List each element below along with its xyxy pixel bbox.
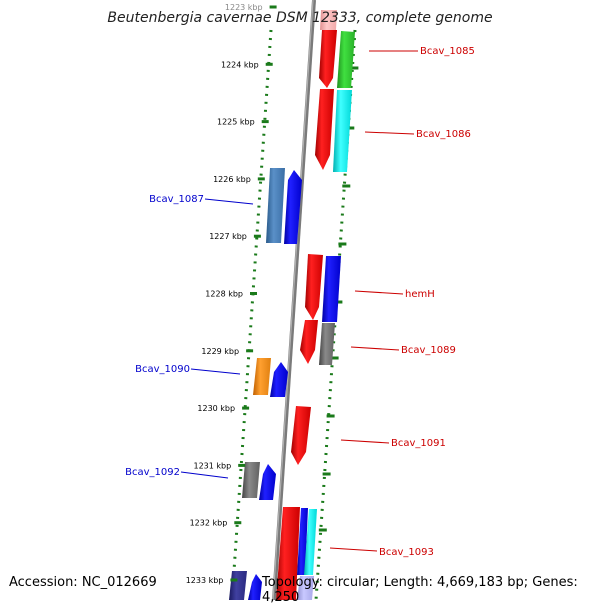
gene-labels: Bcav_1085 Bcav_1086 Bcav_1087 hemH Bcav_1089… — [125, 46, 475, 558]
gc-track-left — [230, 29, 273, 601]
gene-bcav-1085-arrow[interactable] — [319, 30, 337, 88]
gene-label-bcav-1085[interactable]: Bcav_1085 — [420, 46, 475, 57]
gene-bcav-1093-blue[interactable] — [297, 508, 308, 575]
accession-text: Accession: NC_012669 — [9, 575, 157, 590]
gene-bcav-1086-cyan[interactable] — [333, 90, 352, 172]
gene-bcav-1090-orange[interactable] — [253, 358, 271, 395]
forward-strand-genes — [229, 168, 302, 600]
gene-leader-line-hemh — [354, 290, 404, 295]
topology-text: Topology: circular; Length: 4,669,183 bp… — [262, 575, 578, 605]
gene-leader-line-bcav-1090 — [190, 368, 241, 375]
gene-hemH-blue[interactable] — [322, 256, 341, 322]
gene-leader-line-bcav-1091 — [340, 439, 390, 444]
gene-bcav-1093-red[interactable] — [276, 507, 300, 600]
gene-label-bcav-1086[interactable]: Bcav_1086 — [416, 129, 471, 140]
gene-bcav-1092-blue[interactable] — [259, 464, 276, 500]
gene-bcav-1092-grey[interactable] — [242, 462, 260, 498]
scale-tick-label: 1225 kbp — [217, 118, 255, 127]
gene-bcav-1094-navy[interactable] — [229, 571, 247, 600]
gene-label-bcav-1090[interactable]: Bcav_1090 — [135, 364, 190, 375]
gene-leader-line-bcav-1093 — [329, 547, 378, 552]
gene-leader-line-bcav-1087 — [204, 198, 254, 205]
scale-tick-label: 1231 kbp — [193, 461, 231, 470]
gene-bcav-1087-steel[interactable] — [266, 168, 285, 243]
scale-tick-label: 1224 kbp — [221, 60, 259, 69]
genome-backbone-highlight — [272, 0, 314, 601]
scale-tick-label: 1223 kbp — [225, 3, 263, 12]
gene-leader-line-bcav-1086 — [364, 131, 415, 135]
gene-bcav-1090-blue[interactable] — [270, 362, 288, 397]
gene-label-bcav-1087[interactable]: Bcav_1087 — [149, 194, 204, 205]
gene-bcav-1089-red[interactable] — [300, 320, 318, 364]
figure-title: Beutenbergia cavernae DSM 12333, complet… — [107, 10, 493, 26]
gene-bcav-1085-head[interactable] — [320, 10, 337, 30]
scale-tick-label: 1228 kbp — [205, 290, 243, 299]
gene-leader-line-bcav-1092 — [180, 471, 229, 479]
gene-bcav-1093-cyan[interactable] — [304, 509, 317, 575]
scale-ticks: 1223 kbp 1224 kbp 1225 kbp 1226 kbp 1227 kbp… — [186, 3, 277, 585]
gene-label-hemh[interactable]: hemH — [405, 289, 435, 300]
gene-leader-line-bcav-1089 — [350, 346, 400, 351]
scale-tick-label: 1226 kbp — [213, 175, 251, 184]
gene-bcav-1089-grey[interactable] — [319, 323, 335, 365]
gene-label-bcav-1089[interactable]: Bcav_1089 — [401, 345, 456, 356]
gene-bcav-1091-red[interactable] — [291, 406, 311, 465]
gene-bcav-1093-lightblue[interactable] — [297, 576, 314, 600]
genome-backbone — [272, 0, 316, 601]
scale-tick-label: 1233 kbp — [186, 576, 224, 585]
scale-tick-label: 1230 kbp — [197, 404, 235, 413]
gene-bcav-1086-arrow[interactable] — [315, 89, 334, 170]
gene-hemH-red[interactable] — [305, 254, 323, 320]
gene-bcav-1087-blue[interactable] — [284, 170, 302, 244]
gene-bcav-1094-blue[interactable] — [248, 574, 262, 600]
gene-bcav-1085-green[interactable] — [337, 31, 355, 88]
gene-label-bcav-1091[interactable]: Bcav_1091 — [391, 438, 446, 449]
gene-label-bcav-1092[interactable]: Bcav_1092 — [125, 467, 180, 478]
scale-tick-label: 1229 kbp — [201, 347, 239, 356]
scale-tick-label: 1232 kbp — [190, 519, 228, 528]
scale-tick-label: 1227 kbp — [209, 232, 247, 241]
reverse-strand-genes — [276, 10, 355, 600]
gene-label-bcav-1093[interactable]: Bcav_1093 — [379, 547, 434, 558]
